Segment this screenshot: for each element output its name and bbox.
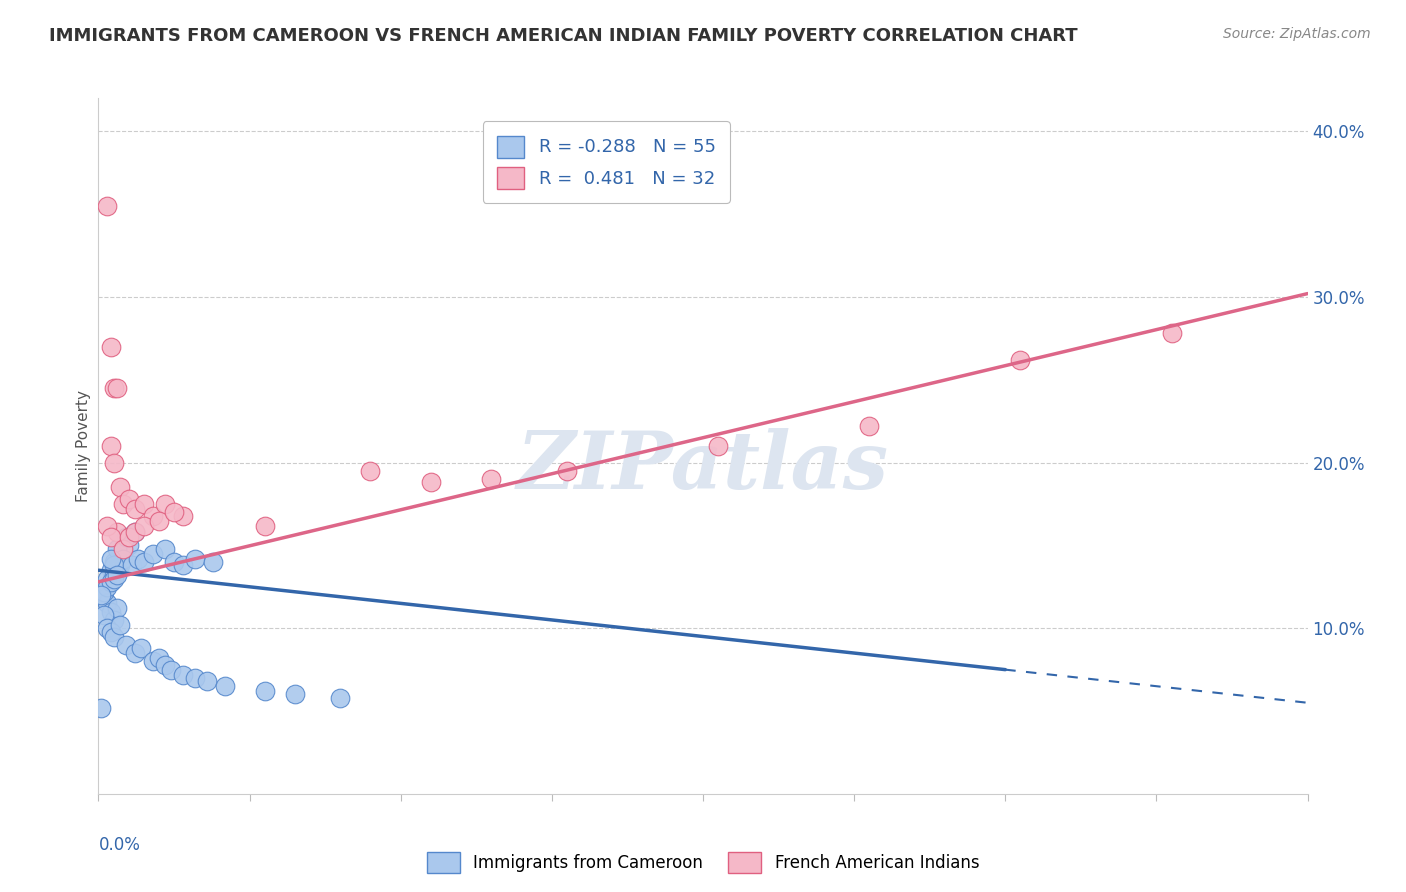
Point [253,518,276,533]
Point [114,530,136,544]
Point [103,555,125,569]
Point [195,674,218,689]
Point [103,456,125,470]
Point [142,547,165,561]
Point [127,551,149,566]
Point [100,624,122,639]
Point [132,555,155,569]
Point [163,555,186,569]
Point [103,630,125,644]
Point [284,688,307,702]
Point [132,518,155,533]
Point [108,618,131,632]
Point [111,547,134,561]
Point [148,514,170,528]
Point [100,551,122,566]
Point [93,591,115,606]
Point [481,472,503,486]
Point [420,475,443,490]
Point [118,491,141,506]
Point [105,381,128,395]
Point [184,671,207,685]
Point [103,381,125,395]
Point [163,505,186,519]
Point [105,525,128,540]
Point [124,646,146,660]
Point [121,558,143,573]
Text: IMMIGRANTS FROM CAMEROON VS FRENCH AMERICAN INDIAN FAMILY POVERTY CORRELATION CH: IMMIGRANTS FROM CAMEROON VS FRENCH AMERI… [49,27,1078,45]
Point [111,551,134,566]
Point [118,538,141,552]
Point [103,568,125,582]
Point [129,641,152,656]
Point [100,605,122,619]
Point [707,439,730,453]
Legend: R = -0.288   N = 55, R =  0.481   N = 32: R = -0.288 N = 55, R = 0.481 N = 32 [482,121,730,203]
Point [108,558,131,573]
Point [114,638,136,652]
Point [148,651,170,665]
Point [360,464,382,478]
Point [103,558,125,573]
Point [96,580,118,594]
Point [142,508,165,523]
Text: ZIPatlas: ZIPatlas [517,428,889,506]
Point [132,497,155,511]
Point [90,588,112,602]
Point [153,541,176,556]
Point [96,596,118,610]
Point [172,558,194,573]
Point [100,563,122,577]
Y-axis label: Family Poverty: Family Poverty [76,390,91,502]
Point [214,679,236,693]
Point [555,464,578,478]
Point [93,607,115,622]
Point [329,690,352,705]
Point [253,684,276,698]
Point [124,525,146,540]
Point [100,340,122,354]
Point [153,497,176,511]
Point [105,601,128,615]
Point [1010,352,1032,367]
Point [96,199,118,213]
Point [108,480,131,494]
Point [90,700,112,714]
Point [103,613,125,627]
Point [108,555,131,569]
Point [124,502,146,516]
Point [105,561,128,575]
Point [160,663,183,677]
Point [96,621,118,635]
Point [142,654,165,668]
Point [100,574,122,589]
Text: Source: ZipAtlas.com: Source: ZipAtlas.com [1223,27,1371,41]
Point [202,555,225,569]
Point [93,584,115,599]
Text: 0.0%: 0.0% [98,836,141,854]
Point [118,530,141,544]
Point [184,551,207,566]
Point [124,525,146,540]
Point [105,541,128,556]
Point [96,518,118,533]
Point [96,572,118,586]
Point [858,419,880,434]
Point [1160,326,1182,341]
Point [100,530,122,544]
Point [172,508,194,523]
Point [100,439,122,453]
Legend: Immigrants from Cameroon, French American Indians: Immigrants from Cameroon, French America… [420,846,986,880]
Point [111,541,134,556]
Point [111,497,134,511]
Point [153,657,176,672]
Point [172,667,194,681]
Point [103,572,125,586]
Point [105,568,128,582]
